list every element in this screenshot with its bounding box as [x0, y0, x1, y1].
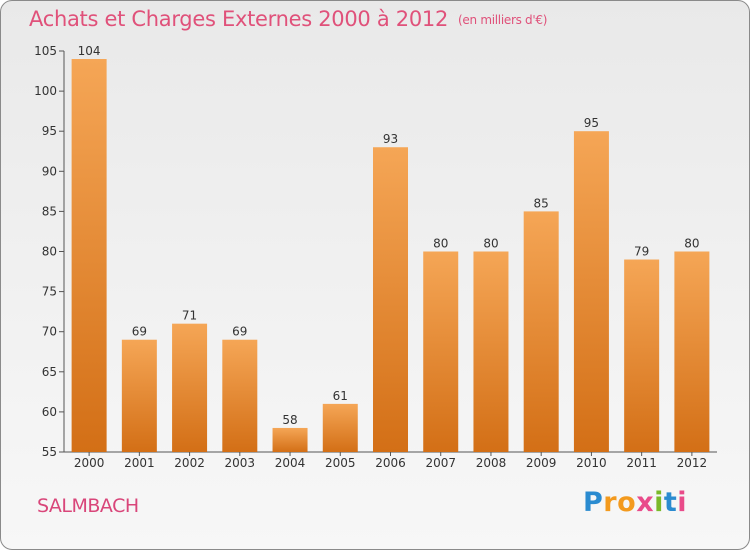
bar-2002 [172, 323, 208, 452]
y-tick-label: 70 [42, 325, 57, 339]
bar-value-label: 95 [584, 116, 599, 130]
location-label: SALMBACH [37, 495, 139, 517]
bar-2008 [473, 251, 509, 452]
bar-value-label: 93 [383, 132, 398, 146]
x-tick-label: 2005 [325, 456, 356, 470]
x-tick-label: 2009 [526, 456, 557, 470]
x-tick-label: 2002 [174, 456, 205, 470]
x-tick-label: 2011 [626, 456, 657, 470]
y-tick-label: 105 [34, 44, 57, 58]
bar-2003 [222, 339, 258, 452]
bar-value-label: 69 [232, 325, 247, 339]
bar-value-label: 104 [78, 44, 101, 58]
chart-axes: 55 60 65 70 75 80 85 90 95 100 105 [34, 44, 717, 459]
bar-2005 [322, 403, 358, 452]
x-tick-label: 2006 [375, 456, 406, 470]
x-tick-label: 2012 [677, 456, 708, 470]
bar-value-label: 85 [534, 196, 549, 210]
y-tick-label: 85 [42, 204, 57, 218]
x-tick-label: 2000 [74, 456, 105, 470]
bar-value-label: 61 [333, 389, 348, 403]
chart-title-text: Achats et Charges Externes 2000 à 2012 [29, 7, 449, 31]
bar-value-label: 79 [634, 245, 649, 259]
x-tick-label: 2008 [476, 456, 507, 470]
bar-value-label: 71 [182, 309, 197, 323]
y-tick-label: 55 [42, 445, 57, 459]
chart-title: Achats et Charges Externes 2000 à 2012 (e… [29, 7, 547, 31]
bar-value-label: 80 [433, 237, 448, 251]
bar-value-label: 80 [684, 237, 699, 251]
y-tick-label: 65 [42, 365, 57, 379]
bar-2009 [523, 211, 559, 452]
bar-2004 [272, 427, 308, 452]
y-tick-label: 100 [34, 84, 57, 98]
chart-labels: 2000 104 2001 69 2002 71 2003 69 2004 58 2005 61 200… [74, 44, 707, 470]
y-tick-label: 80 [42, 245, 57, 259]
bar-2010 [573, 131, 609, 452]
y-tick-label: 95 [42, 124, 57, 138]
y-tick-label: 60 [42, 405, 57, 419]
bar-2000 [71, 59, 107, 453]
x-tick-label: 2004 [275, 456, 306, 470]
bar-2007 [423, 251, 459, 452]
y-tick-label: 90 [42, 164, 57, 178]
bar-2012 [674, 251, 710, 452]
x-tick-label: 2003 [225, 456, 256, 470]
bar-2006 [373, 147, 408, 453]
bar-value-label: 80 [483, 237, 498, 251]
bar-2001 [121, 339, 157, 452]
chart-bars [71, 59, 710, 453]
x-tick-label: 2007 [425, 456, 456, 470]
y-tick-label: 75 [42, 285, 57, 299]
x-tick-label: 2001 [124, 456, 155, 470]
bar-value-label: 58 [282, 413, 297, 427]
bar-2011 [624, 259, 660, 452]
bar-value-label: 69 [132, 325, 147, 339]
proxiti-logo: Proxiti [583, 487, 688, 518]
chart-unit: (en milliers d'€) [458, 13, 548, 27]
x-tick-label: 2010 [576, 456, 607, 470]
